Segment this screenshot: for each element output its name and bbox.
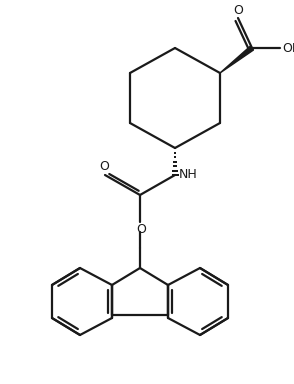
- Text: O: O: [136, 223, 146, 236]
- Text: O: O: [99, 160, 109, 173]
- Polygon shape: [220, 46, 253, 73]
- Text: NH: NH: [179, 167, 198, 180]
- Text: O: O: [233, 4, 243, 17]
- Text: OH: OH: [282, 41, 294, 55]
